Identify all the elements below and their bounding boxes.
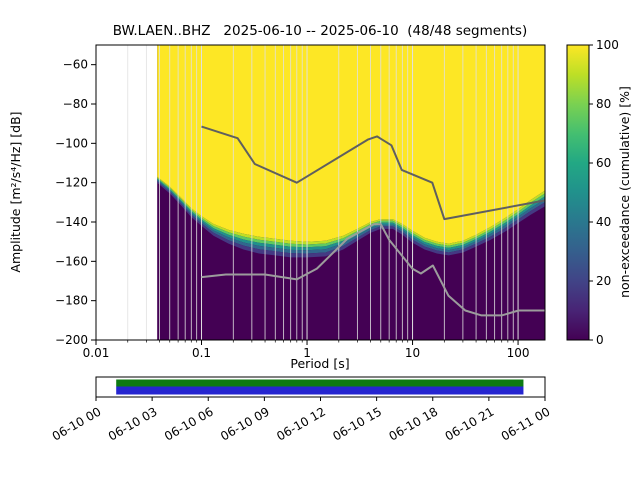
x-tick-label: 1 (303, 346, 311, 360)
time-tick-label: 06-10 06 (162, 404, 216, 443)
time-tick-label: 06-10 18 (387, 404, 441, 443)
colorbar-tick-label: 80 (596, 97, 611, 111)
colorbar-tick-label: 60 (596, 156, 611, 170)
colorbar: 0 20 40 60 80 100 (566, 38, 619, 347)
time-tick-label: 06-10 12 (274, 404, 328, 443)
y-tick-label: −180 (55, 294, 88, 308)
main-plot: 0.01 0.1 1 10 100 −60 −80 −100 −120 −140 −160 −180 −… (55, 44, 546, 360)
y-tick-label: −160 (55, 254, 88, 268)
colorbar-tick-label: 40 (596, 215, 611, 229)
x-tick-label: 100 (507, 346, 530, 360)
plot-title: BW.LAEN..BHZ 2025-06-10 -- 2025-06-10 (4… (113, 23, 527, 39)
noise-model-low-line (201, 223, 545, 317)
x-axis-label: Period [s] (290, 356, 349, 371)
ppsd-high-region (157, 45, 545, 244)
ppsd-transition-band (157, 176, 545, 246)
colorbar-tick-label: 100 (596, 38, 619, 52)
coverage-data-stripe (116, 379, 524, 387)
time-tick-label: 06-10 09 (218, 404, 272, 443)
noise-model-high-line (201, 125, 546, 221)
axes-frame (95, 44, 546, 341)
y-tick-label: −200 (55, 333, 88, 347)
y-tick-label: −140 (55, 215, 88, 229)
y-tick-label: −80 (63, 97, 88, 111)
coverage-used-stripe (116, 386, 524, 395)
y-tick-label: −100 (55, 136, 88, 150)
x-tick-label: 0.1 (192, 346, 211, 360)
y-tick-label: −120 (55, 176, 88, 190)
time-tick-label: 06-10 00 (50, 404, 104, 443)
coverage-bar: 06-10 00 06-10 03 06-10 06 06-10 09 06-10 12… (50, 376, 553, 444)
y-axis-label: Amplitude [m²/s⁴/Hz] [dB] (8, 111, 23, 272)
x-tick-label: 10 (405, 346, 420, 360)
colorbar-label: non-exceedance (cumulative) [%] (617, 86, 632, 298)
colorbar-tick-label: 0 (596, 333, 604, 347)
x-tick-label: 0.01 (83, 346, 110, 360)
colorbar-tick-label: 20 (596, 274, 611, 288)
time-tick-label: 06-10 03 (106, 404, 160, 443)
time-tick-label: 06-10 15 (330, 404, 384, 443)
time-tick-label: 06-11 00 (499, 404, 553, 443)
y-tick-label: −60 (63, 58, 88, 72)
time-tick-label: 06-10 21 (443, 404, 497, 443)
colorbar-gradient (566, 44, 590, 341)
ppsd-transition-band (157, 181, 545, 258)
